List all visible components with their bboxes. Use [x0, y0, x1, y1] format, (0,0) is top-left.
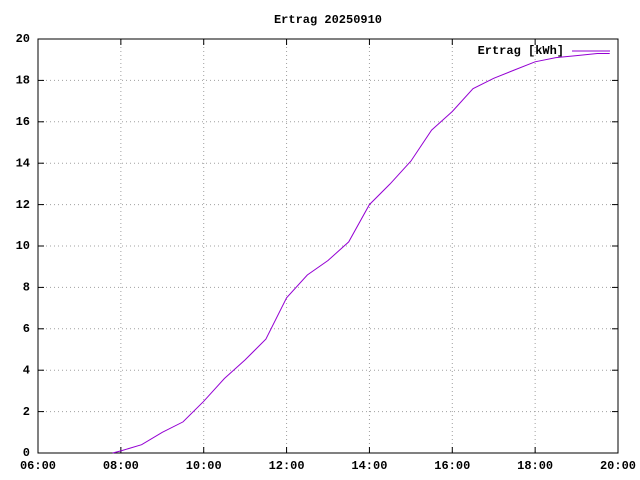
x-tick-label: 18:00: [517, 459, 553, 473]
y-tick-label: 0: [23, 446, 30, 460]
y-tick-label: 6: [23, 322, 30, 336]
data-line: [112, 53, 610, 454]
x-tick-label: 06:00: [20, 459, 56, 473]
x-tick-label: 10:00: [186, 459, 222, 473]
y-tick-label: 4: [23, 363, 30, 377]
y-tick-label: 12: [16, 198, 30, 212]
x-tick-label: 20:00: [600, 459, 636, 473]
y-tick-label: 20: [16, 32, 30, 46]
y-tick-label: 10: [16, 239, 30, 253]
chart-title: Ertrag 20250910: [274, 13, 382, 27]
y-tick-label: 14: [16, 156, 30, 170]
y-tick-label: 8: [23, 281, 30, 295]
x-tick-label: 14:00: [351, 459, 387, 473]
y-tick-label: 18: [16, 74, 30, 88]
y-tick-label: 2: [23, 405, 30, 419]
x-tick-label: 08:00: [103, 459, 139, 473]
y-tick-label: 16: [16, 115, 30, 129]
x-tick-label: 12:00: [269, 459, 305, 473]
plot-border: [37, 38, 619, 454]
legend-label: Ertrag [kWh]: [478, 44, 564, 58]
x-tick-label: 16:00: [434, 459, 470, 473]
